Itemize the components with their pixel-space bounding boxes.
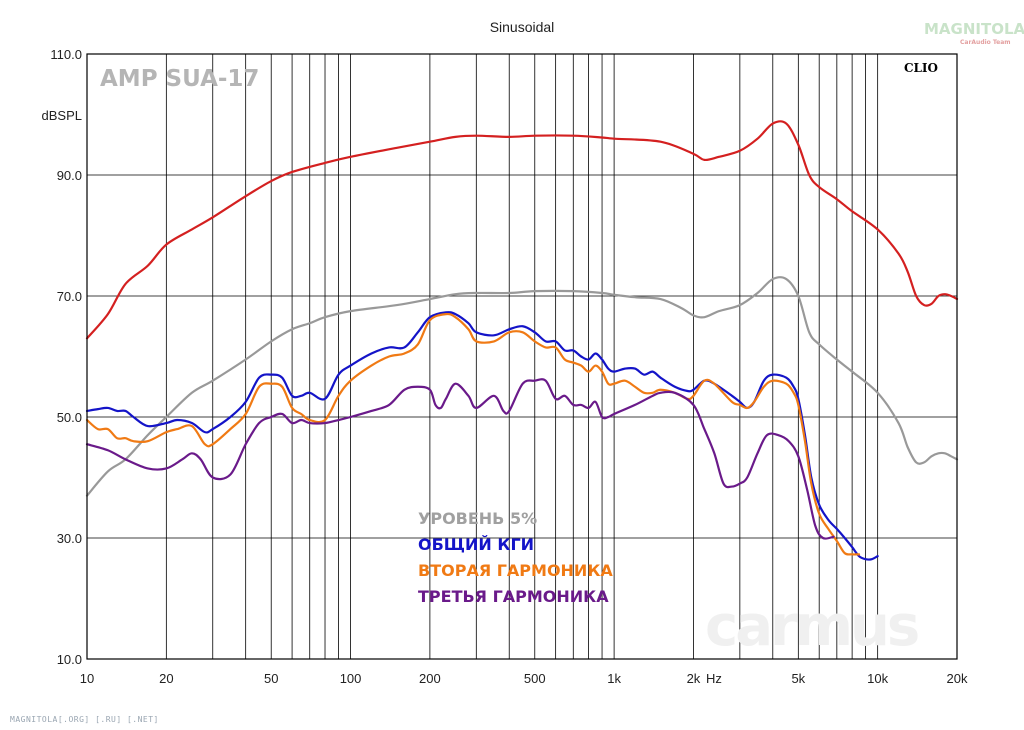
chart-title: Sinusoidal bbox=[490, 19, 555, 35]
y-tick-label: 110.0 bbox=[50, 47, 82, 62]
y-tick-label: 50.0 bbox=[57, 410, 82, 425]
series-line-4 bbox=[85, 312, 861, 556]
plot-frame bbox=[86, 53, 958, 660]
clio-label: CLIO bbox=[904, 61, 938, 75]
logo-tagline: CarAudio Team bbox=[960, 39, 1011, 46]
legend-entry: УРОВЕНЬ 5% bbox=[418, 509, 537, 528]
series-line-1 bbox=[85, 120, 959, 340]
y-tick-label: 90.0 bbox=[57, 168, 82, 183]
series-line-5 bbox=[85, 378, 835, 540]
plot-background bbox=[87, 54, 957, 659]
x-tick-label: 100 bbox=[340, 671, 362, 686]
x-tick-label: 20 bbox=[159, 671, 173, 686]
x-tick-label: 200 bbox=[419, 671, 441, 686]
x-tick-label: 500 bbox=[524, 671, 546, 686]
series-layer bbox=[85, 120, 959, 561]
amp-model-label: AMP SUA-17 bbox=[100, 66, 259, 92]
x-tick-label: 2k bbox=[687, 671, 701, 686]
legend: УРОВЕНЬ 5% ОБЩИЙ КГИ ВТОРАЯ ГАРМОНИКА ТРЕТЬ… bbox=[418, 509, 613, 606]
legend-entry: ОБЩИЙ КГИ bbox=[418, 535, 534, 554]
series-line-3 bbox=[85, 311, 879, 561]
x-axis-unit: Hz bbox=[706, 671, 722, 686]
x-tick-label: 1k bbox=[607, 671, 621, 686]
y-tick-label: 30.0 bbox=[57, 531, 82, 546]
legend-entry: ТРЕТЬЯ ГАРМОНИКА bbox=[418, 587, 609, 606]
y-tick-label: 10.0 bbox=[57, 652, 82, 667]
x-tick-label: 10k bbox=[867, 671, 888, 686]
x-tick-label: 10 bbox=[80, 671, 94, 686]
legend-entry: ВТОРАЯ ГАРМОНИКА bbox=[418, 561, 613, 580]
x-tick-label: 5k bbox=[791, 671, 805, 686]
y-axis-unit: dBSPL bbox=[42, 108, 82, 123]
logo-name: MAGNITOLA bbox=[924, 20, 1024, 38]
y-tick-labels: 10.0 30.0 50.0 70.0 90.0 110.0 bbox=[50, 47, 82, 667]
x-tick-label: 50 bbox=[264, 671, 278, 686]
x-tick-label: 20k bbox=[947, 671, 968, 686]
y-tick-label: 70.0 bbox=[57, 289, 82, 304]
magnitola-logo: MAGNITOLA CarAudio Team bbox=[924, 20, 1024, 46]
carmus-watermark: carmus bbox=[705, 594, 918, 659]
footer-credit: MAGNITOLA[.ORG] [.RU] [.NET] bbox=[10, 715, 159, 724]
series-line-2 bbox=[85, 276, 959, 497]
x-tick-labels: 10 20 50 100 200 500 1k 2k 5k 10k 20k bbox=[80, 671, 968, 686]
